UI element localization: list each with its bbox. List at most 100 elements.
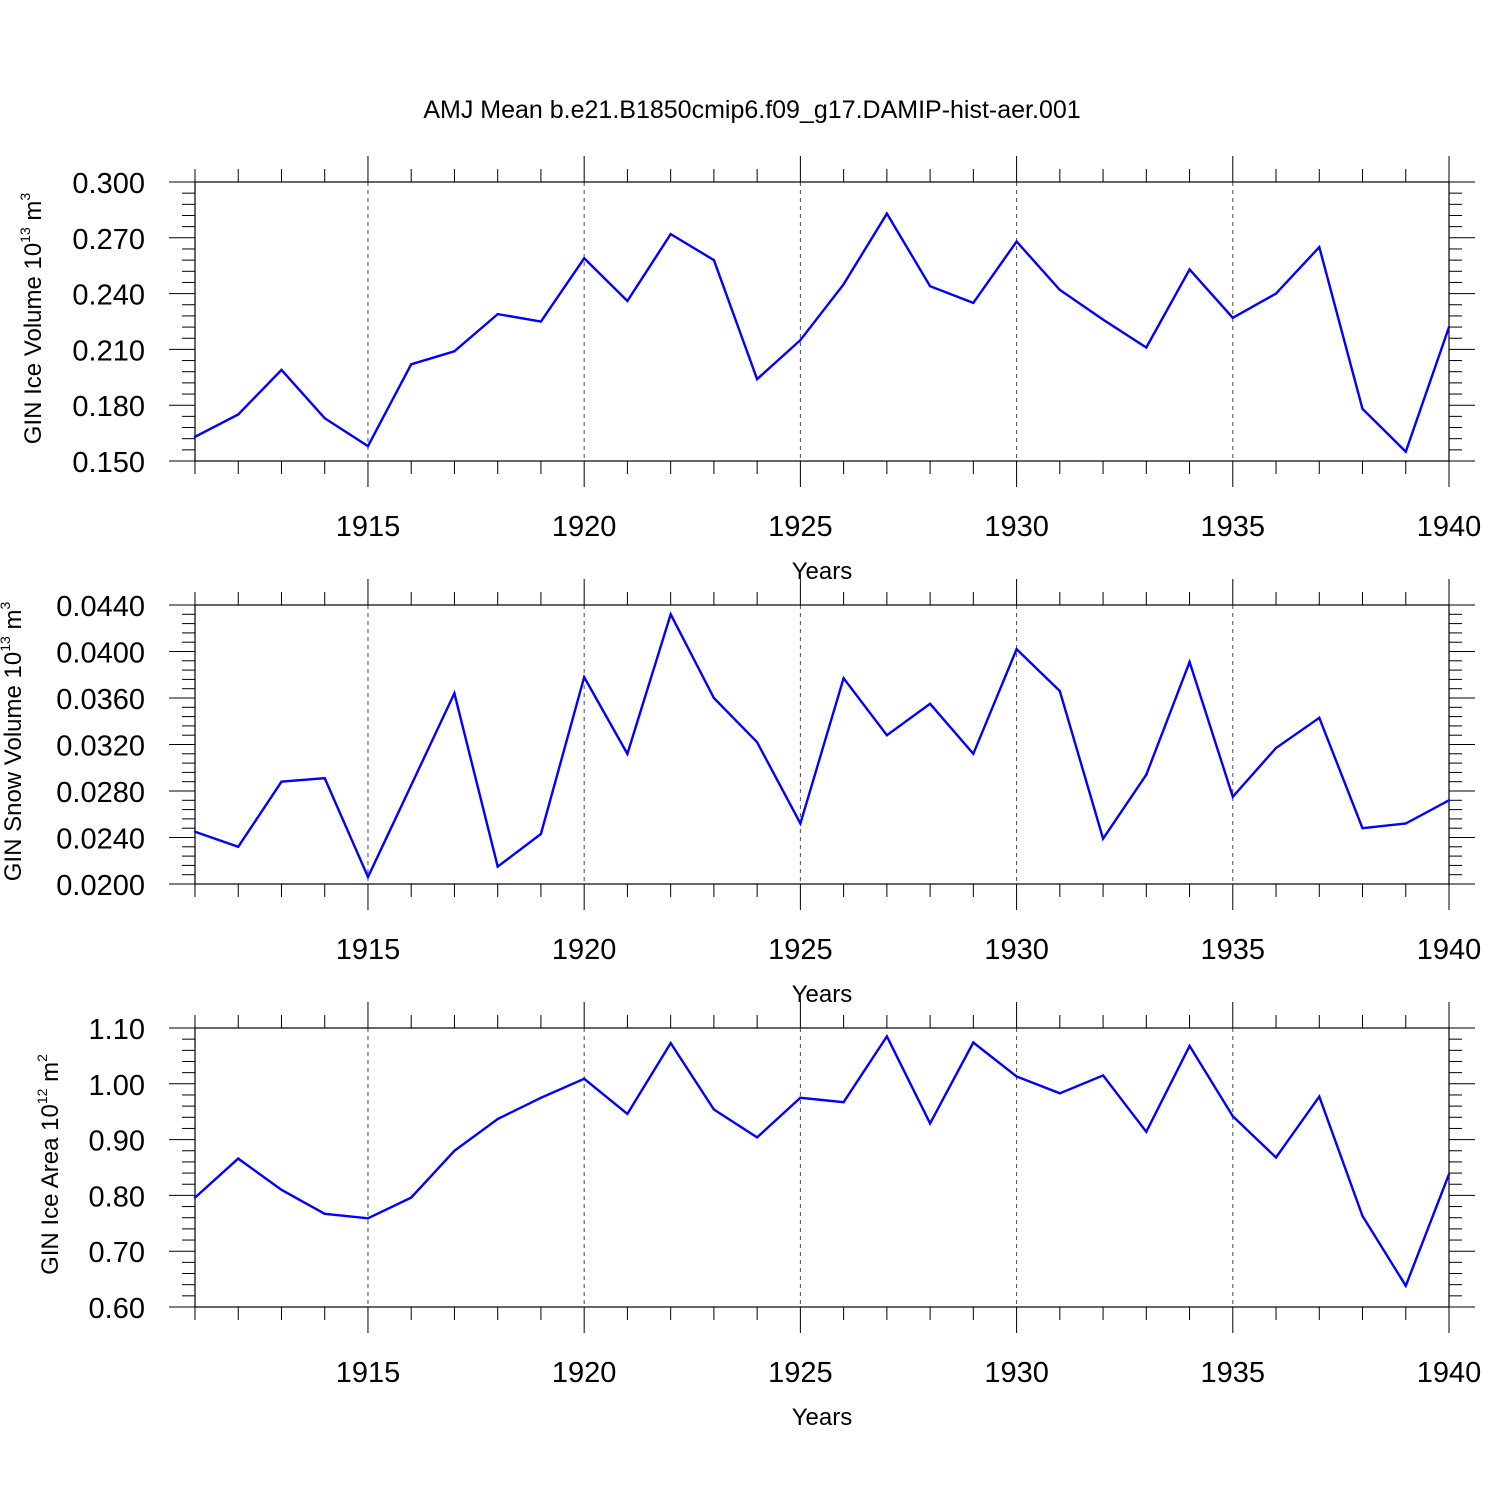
y-tick-label: 0.0200: [56, 870, 145, 902]
y-tick-label: 0.0440: [56, 591, 145, 623]
data-point: [1188, 268, 1191, 271]
chart-panel-1: 0.150 0.180 0.210 0.240 0.270 0.300 1915 1920 19…: [17, 156, 1481, 585]
y-tick-label: 0.0400: [56, 638, 145, 670]
data-point: [1361, 1214, 1364, 1218]
plot-frame: [194, 604, 1450, 885]
data-point: [1361, 827, 1364, 830]
data-point: [410, 1196, 413, 1199]
data-point: [842, 283, 845, 286]
data-point: [539, 320, 543, 323]
plot-frame: [194, 1027, 1450, 1308]
y-tick-label: 0.0360: [56, 684, 145, 716]
data-point: [280, 368, 283, 372]
data-point: [1447, 1172, 1451, 1176]
y-tick-label: 0.240: [72, 280, 145, 312]
data-point: [1274, 1156, 1278, 1159]
x-tick-label: 1935: [1201, 511, 1266, 543]
data-point: [842, 677, 845, 680]
x-tick-label: 1940: [1417, 934, 1482, 966]
data-point: [1231, 795, 1234, 799]
x-tick-label: 1915: [336, 1357, 401, 1389]
data-point: [885, 1035, 889, 1038]
data-point: [496, 1117, 499, 1121]
data-point: [669, 613, 672, 616]
data-point: [280, 780, 283, 783]
data-point: [1231, 316, 1234, 319]
x-axis-title: Years: [792, 981, 853, 1008]
data-point: [712, 258, 716, 262]
data-point: [1101, 837, 1105, 840]
y-axis-title: GIN Snow Volume 1013 m3: [0, 602, 27, 882]
data-point: [237, 413, 240, 416]
x-tick-label: 1930: [984, 511, 1049, 543]
data-point: [1015, 1075, 1018, 1078]
data-point: [712, 1108, 716, 1111]
x-tick-label: 1930: [984, 1357, 1049, 1389]
x-tick-label: 1935: [1201, 934, 1266, 966]
data-point: [972, 752, 975, 755]
data-point: [1015, 240, 1018, 243]
data-point: [755, 1136, 759, 1139]
x-tick-label: 1925: [768, 511, 833, 543]
y-tick-label: 0.270: [72, 224, 145, 256]
data-point: [1447, 799, 1451, 802]
x-axis-title: Years: [792, 1404, 853, 1431]
x-tick-label: 1930: [984, 934, 1049, 966]
series-line: [194, 1033, 1451, 1289]
y-tick-label: 1.00: [89, 1070, 145, 1102]
data-point: [323, 777, 326, 780]
data-point: [496, 865, 499, 868]
data-point: [410, 363, 413, 366]
y-axis-title: GIN Ice Volume 1013 m3: [17, 193, 47, 445]
series-line: [194, 211, 1451, 454]
data-point: [928, 1122, 932, 1125]
y-tick-label: 0.70: [89, 1237, 145, 1269]
data-point: [799, 1096, 802, 1099]
data-point: [1058, 288, 1062, 292]
data-point: [1318, 1095, 1321, 1098]
data-point: [885, 734, 889, 737]
data-point: [1274, 292, 1278, 295]
data-point: [1145, 346, 1148, 349]
data-point: [755, 377, 759, 381]
y-tick-label: 0.0280: [56, 777, 145, 809]
data-point: [280, 1188, 283, 1192]
x-tick-label: 1915: [336, 511, 401, 543]
data-point: [1145, 1130, 1148, 1133]
x-tick-label: 1920: [552, 511, 617, 543]
chart-title: AMJ Mean b.e21.B1850cmip6.f09_g17.DAMIP-…: [423, 96, 1080, 124]
data-point: [366, 444, 370, 448]
data-point: [323, 1212, 326, 1216]
data-point: [1101, 318, 1105, 321]
data-point: [453, 350, 456, 353]
y-tick-label: 0.60: [89, 1293, 145, 1325]
data-point: [1361, 407, 1364, 411]
data-point: [972, 1041, 975, 1044]
x-tick-label: 1935: [1201, 1357, 1266, 1389]
data-point: [1015, 647, 1018, 651]
x-tick-label: 1920: [552, 1357, 617, 1389]
y-tick-label: 0.0240: [56, 824, 145, 856]
data-point: [582, 675, 586, 679]
data-point: [1188, 660, 1191, 664]
y-tick-label: 0.180: [72, 391, 145, 423]
data-point: [669, 232, 672, 236]
data-point: [669, 1041, 672, 1045]
data-point: [928, 702, 932, 706]
data-point: [193, 830, 197, 833]
data-point: [1058, 1092, 1062, 1095]
y-tick-label: 1.10: [89, 1014, 145, 1046]
data-point: [1447, 325, 1451, 329]
y-tick-label: 0.0320: [56, 731, 145, 763]
data-point: [323, 417, 326, 420]
data-point: [1318, 716, 1321, 719]
data-point: [799, 338, 802, 342]
chart-panel-2: 0.0200 0.0240 0.0280 0.0320 0.0360 0.0400 0.04…: [0, 579, 1481, 1008]
y-tick-label: 0.90: [89, 1126, 145, 1158]
data-point: [1404, 822, 1407, 825]
data-point: [626, 752, 629, 755]
data-point: [582, 1077, 586, 1080]
data-point: [626, 299, 629, 303]
x-tick-label: 1915: [336, 934, 401, 966]
